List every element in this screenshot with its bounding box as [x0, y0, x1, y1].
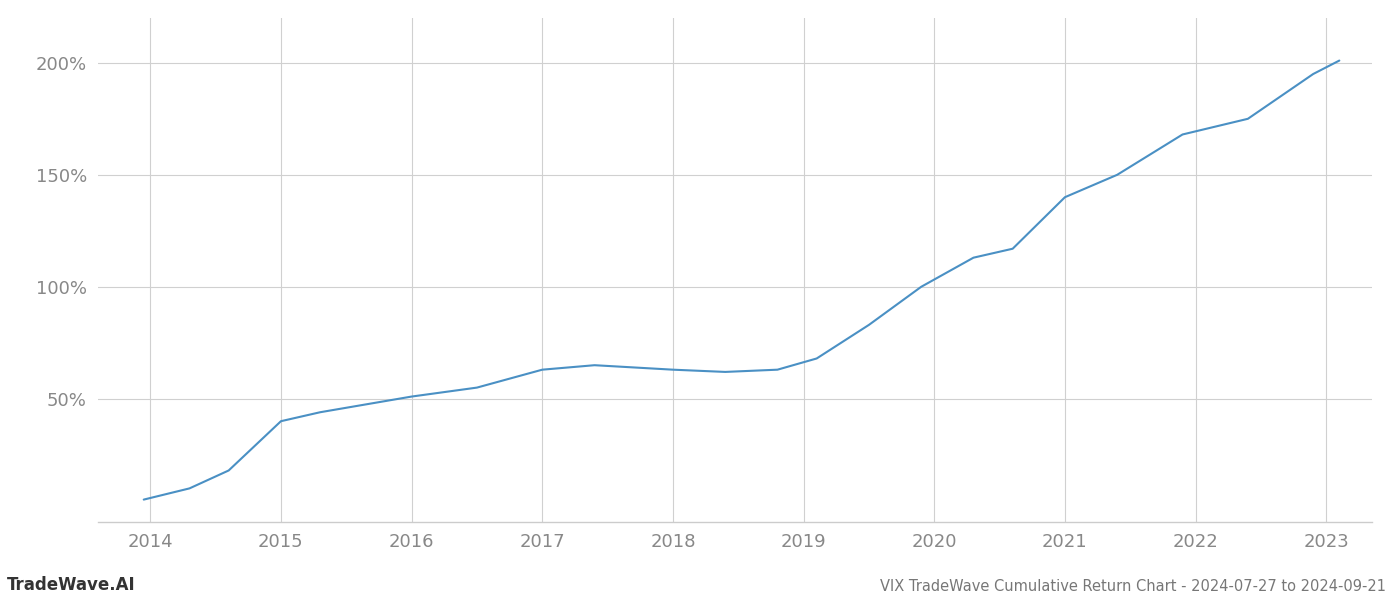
Text: VIX TradeWave Cumulative Return Chart - 2024-07-27 to 2024-09-21: VIX TradeWave Cumulative Return Chart - …: [881, 579, 1386, 594]
Text: TradeWave.AI: TradeWave.AI: [7, 576, 136, 594]
